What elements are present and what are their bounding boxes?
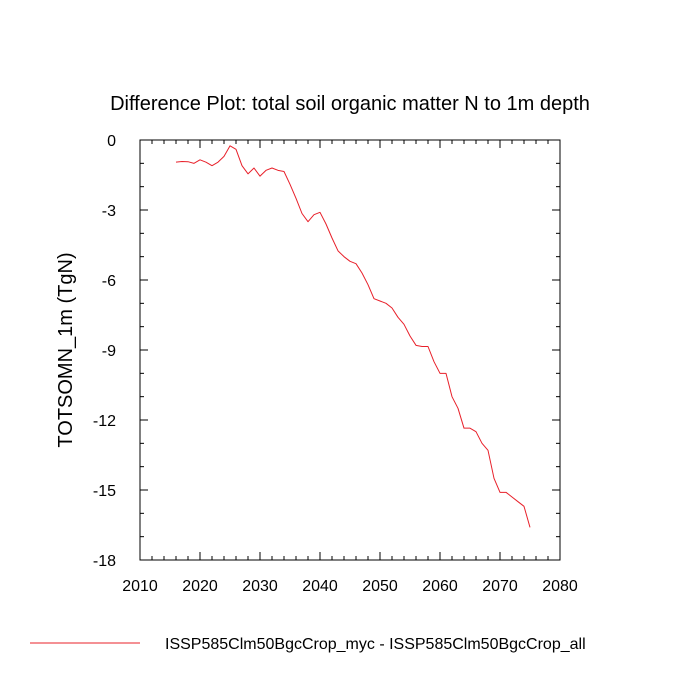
x-tick-label: 2080 bbox=[542, 578, 578, 595]
y-tick-label: -18 bbox=[93, 553, 116, 570]
x-tick-label: 2010 bbox=[122, 578, 158, 595]
series-layer bbox=[175, 145, 531, 528]
y-tick-label: -12 bbox=[93, 413, 116, 430]
y-tick-label: -9 bbox=[102, 343, 116, 360]
x-tick-label: 2030 bbox=[242, 578, 278, 595]
legend-label: ISSP585Clm50BgcCrop_myc - ISSP585Clm50Bg… bbox=[165, 636, 586, 653]
y-tick-label: -15 bbox=[93, 483, 116, 500]
x-tick-label: 2040 bbox=[302, 578, 338, 595]
y-tick-label: -3 bbox=[102, 203, 116, 220]
y-axis-ticks: 0 -3 -6 -9 -12 -15 -18 bbox=[93, 133, 560, 570]
x-axis-ticks: 2010 2020 2030 2040 2050 2060 2070 2080 bbox=[122, 140, 578, 595]
y-tick-label: -6 bbox=[102, 273, 116, 290]
x-tick-label: 2060 bbox=[422, 578, 458, 595]
plot-frame bbox=[139, 139, 561, 561]
x-tick-label: 2050 bbox=[362, 578, 398, 595]
y-tick-label: 0 bbox=[107, 133, 116, 150]
x-tick-label: 2070 bbox=[482, 578, 518, 595]
chart-title: Difference Plot: total soil organic matt… bbox=[110, 93, 590, 115]
legend: ISSP585Clm50BgcCrop_myc - ISSP585Clm50Bg… bbox=[30, 636, 586, 653]
y-axis-label: TOTSOMN_1m (TgN) bbox=[55, 252, 77, 447]
series-line bbox=[175, 145, 531, 528]
x-tick-label: 2020 bbox=[182, 578, 218, 595]
